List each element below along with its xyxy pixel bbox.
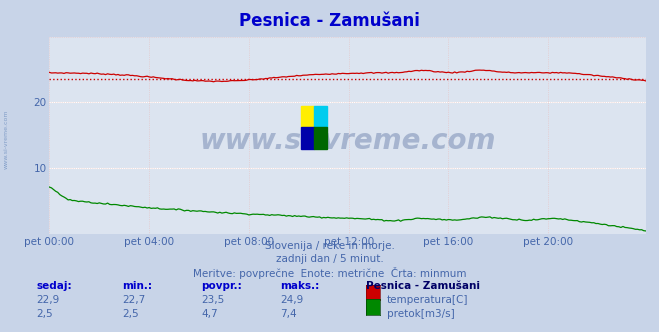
Bar	[301, 127, 314, 149]
Text: 22,9: 22,9	[36, 295, 59, 305]
Bar	[314, 106, 328, 127]
Text: zadnji dan / 5 minut.: zadnji dan / 5 minut.	[275, 254, 384, 264]
Text: 23,5: 23,5	[201, 295, 224, 305]
Text: www.si-vreme.com: www.si-vreme.com	[4, 110, 9, 169]
Text: 7,4: 7,4	[280, 309, 297, 319]
Text: 2,5: 2,5	[122, 309, 138, 319]
Text: maks.:: maks.:	[280, 281, 320, 290]
Text: temperatura[C]: temperatura[C]	[387, 295, 469, 305]
Text: 24,9: 24,9	[280, 295, 303, 305]
Text: pretok[m3/s]: pretok[m3/s]	[387, 309, 455, 319]
Text: Slovenija / reke in morje.: Slovenija / reke in morje.	[264, 241, 395, 251]
Bar	[314, 127, 328, 149]
Text: 2,5: 2,5	[36, 309, 53, 319]
Text: 22,7: 22,7	[122, 295, 145, 305]
Text: www.si-vreme.com: www.si-vreme.com	[200, 127, 496, 155]
Text: 4,7: 4,7	[201, 309, 217, 319]
Text: min.:: min.:	[122, 281, 152, 290]
Text: Pesnica - Zamušani: Pesnica - Zamušani	[239, 12, 420, 30]
Text: Pesnica - Zamušani: Pesnica - Zamušani	[366, 281, 480, 290]
Text: povpr.:: povpr.:	[201, 281, 242, 290]
Text: Meritve: povprečne  Enote: metrične  Črta: minmum: Meritve: povprečne Enote: metrične Črta:…	[192, 267, 467, 279]
Bar	[301, 106, 314, 127]
Text: sedaj:: sedaj:	[36, 281, 72, 290]
